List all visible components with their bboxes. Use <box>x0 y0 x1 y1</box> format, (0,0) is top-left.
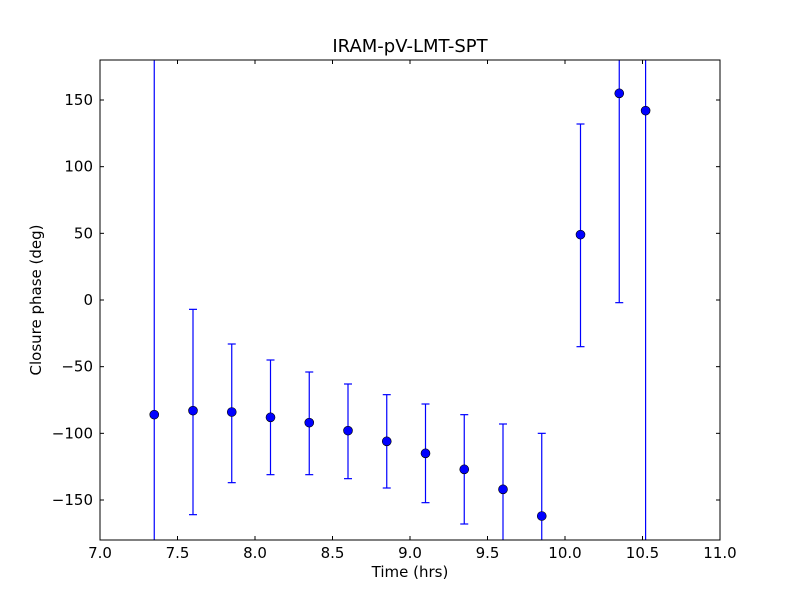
y-tick-label: 150 <box>64 91 93 109</box>
y-tick: 100 <box>64 158 720 176</box>
x-axis-ticks: 7.0 7.5 8.0 8.5 9.0 9.5 10.0 10.5 11.0 <box>88 60 737 562</box>
errorbar <box>537 432 546 540</box>
x-tick-label: 10.0 <box>548 544 581 562</box>
data-point <box>343 425 353 436</box>
x-tick-label: 9.0 <box>398 544 422 562</box>
y-tick: 150 <box>64 91 720 109</box>
x-tick: 8.5 <box>321 60 345 562</box>
x-tick-label: 11.0 <box>703 544 736 562</box>
x-tick: 11.0 <box>703 60 737 562</box>
x-tick-label: 7.5 <box>166 544 190 562</box>
y-tick: 0 <box>83 291 720 309</box>
y-tick: −50 <box>61 358 720 376</box>
x-tick: 10.0 <box>548 60 582 562</box>
y-tick-label: 50 <box>74 224 93 242</box>
x-axis-title: Time (hrs) <box>371 563 449 581</box>
data-point <box>304 417 315 428</box>
x-tick: 8.0 <box>243 60 267 562</box>
data-point <box>381 436 392 447</box>
y-axis-ticks: −150 −100 −50 0 50 100 150 <box>52 91 720 509</box>
data-point <box>498 484 508 495</box>
data-point <box>459 464 470 475</box>
x-tick: 7.5 <box>166 60 190 562</box>
errorbar-layer <box>153 60 647 540</box>
x-tick-label: 9.5 <box>476 544 500 562</box>
chart-title: IRAM-pV-LMT-SPT <box>332 36 488 57</box>
data-point <box>614 88 625 99</box>
data-point <box>420 448 431 459</box>
data-point <box>575 229 586 240</box>
marker-layer <box>149 88 651 521</box>
data-point <box>265 412 276 423</box>
x-tick: 9.0 <box>398 60 422 562</box>
x-tick-label: 8.5 <box>321 544 345 562</box>
errorbar <box>499 423 507 540</box>
x-tick-label: 8.0 <box>243 544 267 562</box>
y-tick-label: 0 <box>83 291 93 309</box>
y-tick: −100 <box>52 424 720 442</box>
x-tick: 10.5 <box>626 60 659 562</box>
y-tick: −150 <box>52 491 720 509</box>
data-point <box>640 105 651 116</box>
errorbar <box>615 60 624 304</box>
data-point <box>536 511 547 521</box>
x-tick: 9.5 <box>476 60 500 562</box>
y-axis-title: Closure phase (deg) <box>27 225 45 376</box>
y-tick-label: −50 <box>61 358 93 376</box>
x-tick-label: 7.0 <box>88 544 112 562</box>
x-tick: 7.0 <box>88 60 112 562</box>
data-point <box>226 407 237 417</box>
y-tick-label: −150 <box>52 491 93 509</box>
x-tick-label: 10.5 <box>626 544 659 562</box>
data-point <box>188 405 198 416</box>
y-tick: 50 <box>74 224 720 242</box>
data-point <box>149 409 160 420</box>
y-tick-label: 100 <box>64 158 93 176</box>
y-tick-label: −100 <box>52 424 93 442</box>
